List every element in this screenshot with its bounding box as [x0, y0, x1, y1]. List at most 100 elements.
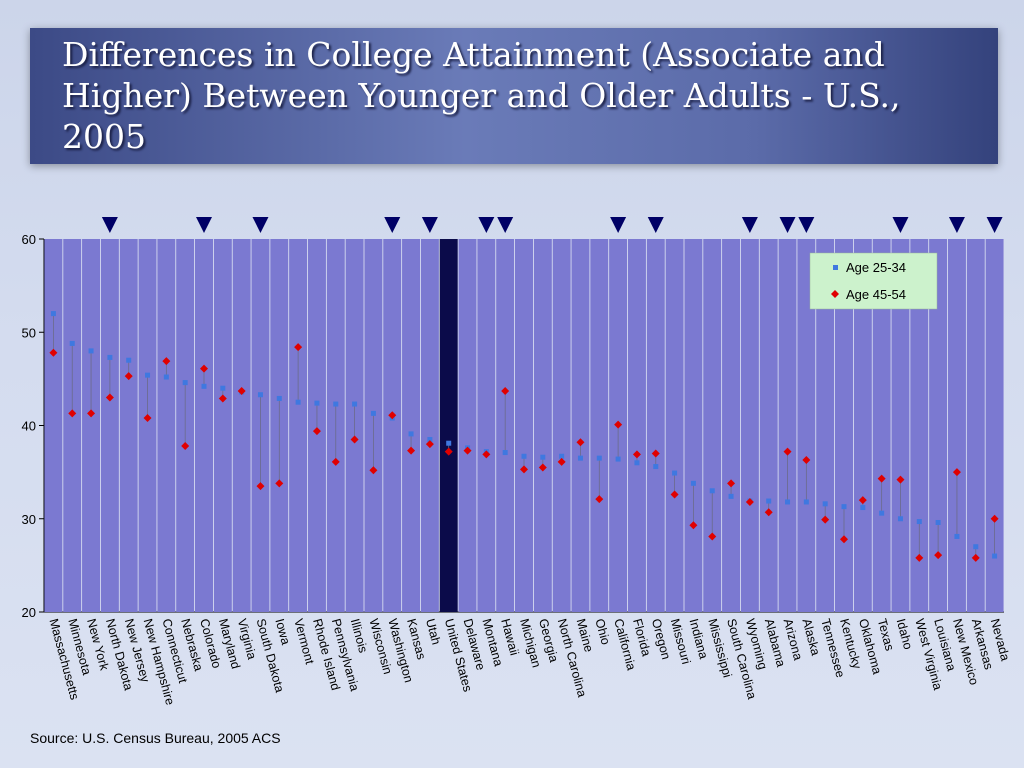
bar — [947, 239, 966, 612]
marker-triangle — [798, 217, 815, 233]
bar — [63, 239, 82, 612]
point-age-45-54 — [670, 490, 679, 499]
point-age-45-54 — [764, 508, 773, 517]
point-age-45-54 — [520, 465, 528, 474]
bar — [420, 239, 439, 612]
point-age-45-54 — [632, 450, 641, 459]
marker-triangle — [101, 217, 118, 233]
bar — [138, 239, 157, 612]
point-age-25-34 — [709, 488, 715, 494]
point-age-25-34 — [897, 516, 903, 522]
point-age-25-34 — [785, 499, 791, 505]
point-age-25-34 — [577, 455, 583, 461]
point-age-45-54 — [896, 475, 905, 484]
point-age-25-34 — [521, 453, 527, 459]
point-age-45-54 — [425, 440, 434, 449]
bar — [44, 239, 63, 612]
point-age-25-34 — [182, 380, 188, 386]
point-age-45-54 — [49, 348, 58, 357]
point-age-45-54 — [877, 474, 886, 483]
point-age-45-54 — [143, 414, 152, 423]
bar — [797, 239, 816, 612]
point-age-25-34 — [992, 553, 998, 559]
marker-triangle — [196, 217, 212, 233]
point-age-45-54 — [275, 479, 284, 488]
point-age-45-54 — [614, 420, 623, 429]
point-age-45-54 — [783, 447, 792, 456]
title-band — [30, 28, 998, 164]
point-age-25-34 — [672, 470, 678, 476]
bar — [195, 239, 213, 612]
y-tick-label: 20 — [22, 605, 36, 620]
bar — [910, 239, 929, 612]
point-age-25-34 — [220, 385, 226, 391]
point-age-25-34 — [276, 395, 282, 401]
point-age-25-34 — [107, 354, 113, 360]
marker-triangle — [892, 217, 909, 233]
point-age-45-54 — [934, 551, 943, 560]
bar — [477, 239, 496, 612]
point-age-45-54 — [745, 497, 754, 506]
point-age-45-54 — [369, 466, 378, 475]
legend-swatch-age-45-54 — [831, 290, 839, 298]
bar — [929, 239, 948, 612]
point-age-45-54 — [727, 479, 736, 488]
point-age-25-34 — [333, 401, 339, 407]
marker-triangle — [610, 217, 627, 233]
point-age-45-54 — [124, 372, 133, 381]
point-age-45-54 — [87, 409, 96, 418]
bar — [872, 239, 891, 612]
point-age-25-34 — [126, 357, 132, 363]
point-age-25-34 — [634, 460, 640, 466]
point-age-25-34 — [201, 383, 207, 389]
bar — [515, 239, 533, 612]
point-age-45-54 — [482, 450, 491, 459]
legend-label-age-25-34: Age 25-34 — [846, 260, 906, 275]
point-age-25-34 — [352, 401, 358, 407]
bar — [966, 239, 985, 612]
point-age-45-54 — [444, 447, 453, 456]
bar — [533, 239, 552, 612]
marker-triangle — [948, 217, 965, 233]
point-age-45-54 — [256, 482, 265, 491]
point-age-25-34 — [596, 455, 602, 461]
point-age-45-54 — [312, 427, 321, 436]
point-age-25-34 — [257, 392, 263, 398]
bar — [402, 239, 421, 612]
point-age-45-54 — [595, 495, 604, 504]
bar — [627, 239, 646, 612]
point-age-45-54 — [821, 515, 830, 524]
y-tick-label: 40 — [22, 419, 36, 434]
point-age-25-34 — [295, 399, 301, 405]
bar — [232, 239, 251, 612]
point-age-25-34 — [860, 505, 866, 511]
marker-triangle — [384, 217, 401, 233]
point-age-25-34 — [954, 533, 960, 539]
point-age-45-54 — [858, 496, 867, 505]
bar — [157, 239, 176, 612]
point-age-25-34 — [69, 340, 75, 346]
point-age-25-34 — [766, 498, 772, 504]
point-age-45-54 — [952, 468, 961, 477]
point-age-45-54 — [388, 411, 397, 420]
point-age-25-34 — [841, 504, 847, 510]
point-age-25-34 — [163, 374, 169, 380]
point-age-45-54 — [689, 521, 698, 530]
marker-triangle — [741, 217, 758, 233]
marker-triangle — [252, 217, 269, 233]
bar — [722, 239, 741, 612]
point-age-45-54 — [501, 386, 510, 395]
bar — [100, 239, 119, 612]
point-age-25-34 — [540, 454, 546, 460]
point-age-25-34 — [690, 480, 696, 486]
bar — [759, 239, 778, 612]
y-tick-label: 30 — [22, 512, 36, 527]
point-age-25-34 — [935, 519, 941, 525]
point-age-25-34 — [973, 544, 979, 550]
bar — [289, 239, 308, 612]
x-tick-label: Ohio — [592, 617, 612, 646]
point-age-45-54 — [237, 386, 246, 395]
point-age-25-34 — [145, 372, 151, 378]
point-age-45-54 — [557, 457, 566, 466]
